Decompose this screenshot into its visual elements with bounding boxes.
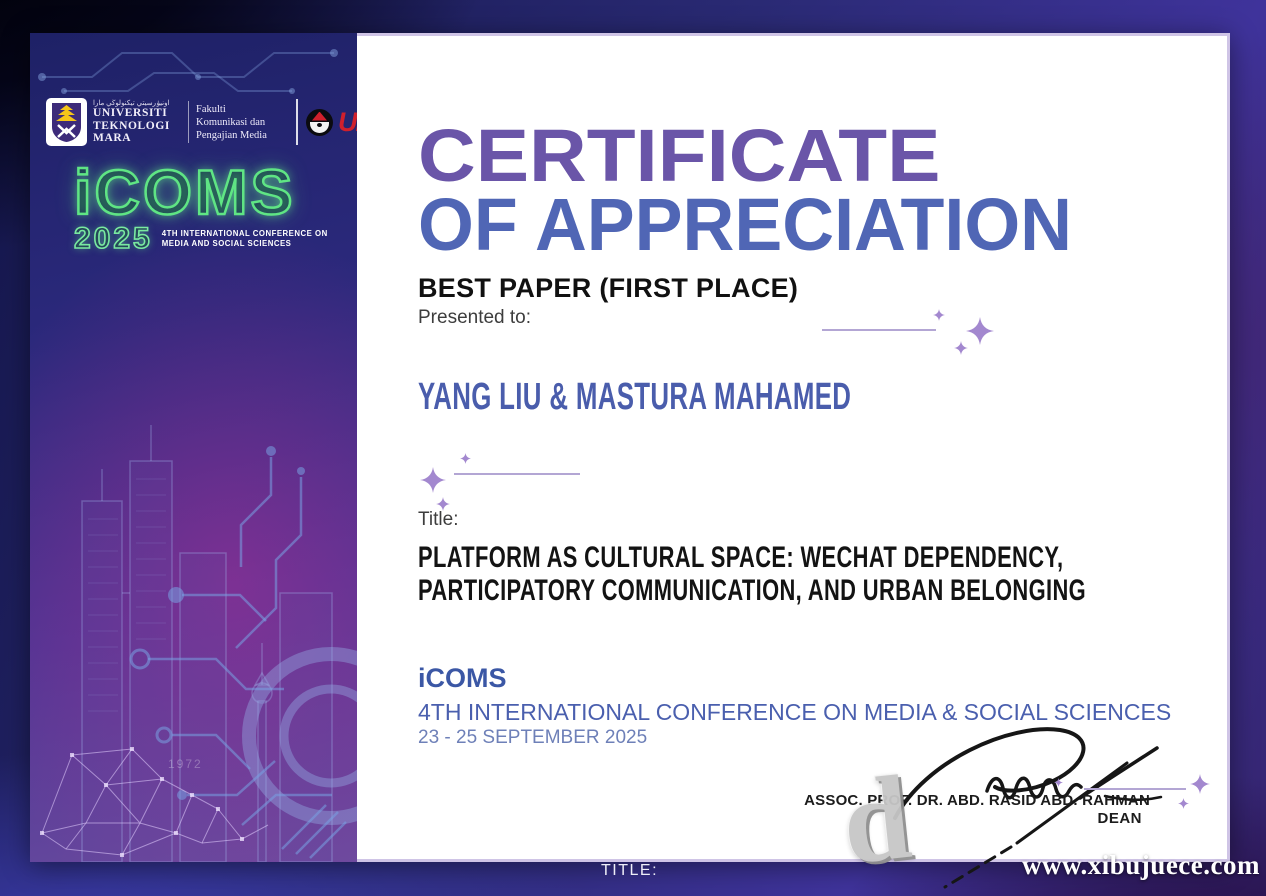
conference-name: iCOMS (418, 663, 507, 693)
icoms-caption: 4TH INTERNATIONAL CONFERENCE ON MEDIA AN… (162, 229, 328, 249)
uitm-logo (46, 98, 87, 146)
faculty-line1: Fakulti (196, 103, 226, 115)
bottom-strip-title-label: TITLE: (601, 862, 659, 879)
signatory-role: DEAN (1097, 810, 1142, 827)
watermark-url: www.xibujuece.com (1022, 850, 1260, 880)
icoms-wordmark: iCOMS (73, 158, 296, 228)
icoms-caption-line1: 4TH INTERNATIONAL CONFERENCE ON (161, 229, 328, 238)
icoms-2025-logo: iCOMS 2025 4TH INTERNATIONAL CONFERENCE … (73, 158, 344, 255)
upi-badge-icon (306, 108, 333, 136)
sidebar-panel: اونيۏرسيتي تيكنولوڬي مارا UNIVERSITI TEK… (30, 33, 357, 862)
uitm-jawi-text: اونيۏرسيتي تيكنولوڬي مارا (93, 100, 170, 108)
icoms-caption-line2: MEDIA AND SOCIAL SCIENCES (161, 239, 292, 248)
signatory-name: ASSOC. PROF. DR. ABD. RASID ABD. RAHMAN (804, 792, 1150, 809)
established-year-watermark: 1972 (168, 757, 203, 771)
recipient-name: YANG LIU & MASTURA MAHAMED (418, 376, 852, 418)
sidebar-logo-row: اونيۏرسيتي تيكنولوڬي مارا UNIVERSITI TEK… (46, 93, 357, 151)
award-category: BEST PAPER (FIRST PLACE) (418, 273, 799, 303)
certificate-heading-line2: OF APPRECIATION (418, 183, 1073, 266)
faculty-line3: Pengajian Media (196, 129, 267, 141)
watermark-logo: d (836, 749, 917, 890)
certificate-body-panel (357, 33, 1230, 862)
title-label: Title: (418, 509, 459, 530)
upi-wordmark: UPI (338, 106, 357, 137)
faculty-name: Fakulti Komunikasi dan Pengajian Media (196, 103, 288, 142)
sidebar-decoration-art (38, 49, 357, 862)
uitm-name-line3: MARA (93, 132, 132, 145)
signature-image (893, 727, 1163, 889)
conference-dates: 23 - 25 SEPTEMBER 2025 (418, 727, 648, 748)
conference-full-name: 4TH INTERNATIONAL CONFERENCE ON MEDIA & … (418, 699, 1172, 725)
icoms-year: 2025 (73, 222, 153, 255)
paper-title-line1: PLATFORM AS CULTURAL SPACE: WECHAT DEPEN… (418, 541, 1064, 574)
logo-divider (188, 101, 189, 143)
logo-divider-2 (296, 99, 298, 145)
uitm-name-line1: UNIVERSITI (93, 107, 168, 120)
certificate-heading-line1: CERTIFICATE (418, 114, 941, 197)
upi-logo: UPI (306, 107, 357, 138)
uitm-shield-icon (52, 103, 81, 142)
presented-to-label: Presented to: (418, 307, 532, 328)
certificate-card: اونيۏرسيتي تيكنولوڬي مارا UNIVERSITI TEK… (30, 33, 1230, 889)
uitm-name-line2: TEKNOLOGI (93, 119, 170, 132)
faculty-line2: Komunikasi dan (196, 116, 266, 128)
paper-title-line2: PARTICIPATORY COMMUNICATION, AND URBAN B… (418, 574, 1087, 607)
uitm-wordmark: اونيۏرسيتي تيكنولوڬي مارا UNIVERSITI TEK… (93, 99, 181, 145)
